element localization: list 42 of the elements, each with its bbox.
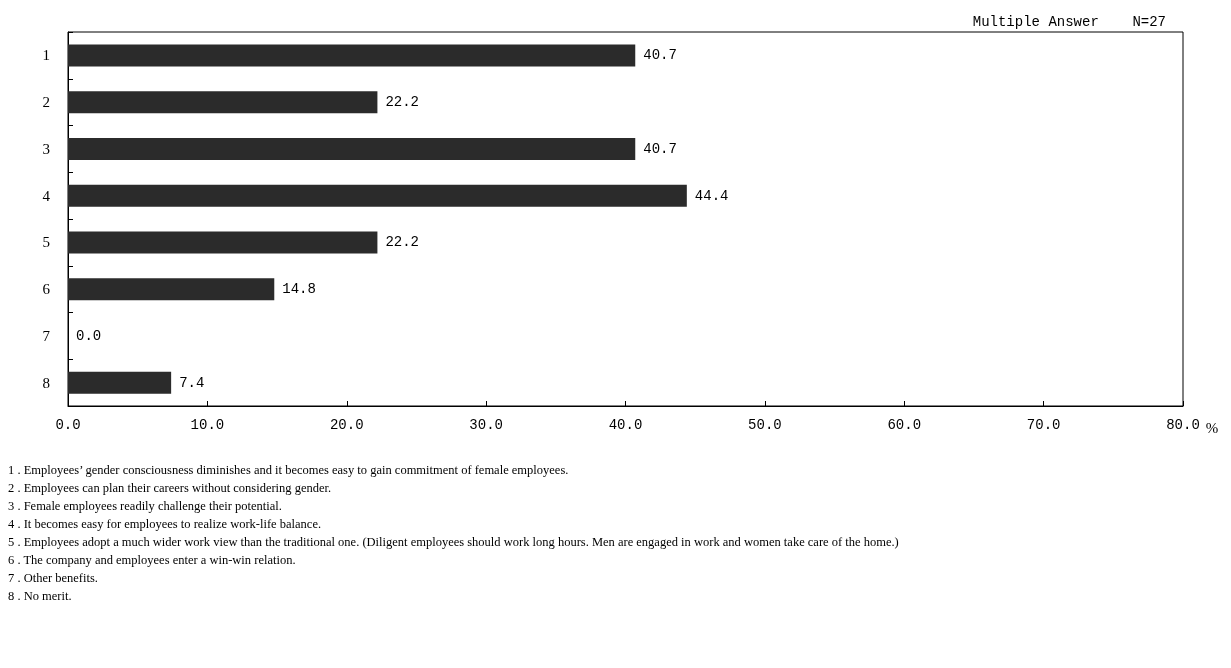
- x-tick-label: 20.0: [329, 417, 364, 433]
- y-tick-label: 8: [42, 374, 50, 391]
- x-tick-label: 30.0: [469, 417, 503, 433]
- bar: [68, 184, 687, 207]
- bar: [68, 44, 636, 67]
- text: 4 . It becomes easy for employees to realize work-life balance.: [8, 516, 322, 531]
- x-tick-label: 50.0: [748, 417, 782, 433]
- text: 7 . Other benefits.: [8, 570, 98, 585]
- y-tick-label: 3: [42, 140, 50, 157]
- bar: [68, 231, 378, 254]
- data-label: 0.0: [76, 327, 102, 344]
- bar: [68, 91, 378, 114]
- x-tick-label: 40.0: [608, 417, 643, 433]
- data-label: 40.7: [643, 47, 677, 64]
- text: 8 . No merit.: [8, 588, 72, 603]
- x-tick-label: 10.0: [190, 417, 225, 433]
- text: 1 . Employees’ gender consciousness diminishes and it becomes easy to gain commitment of female employees.: [8, 462, 569, 477]
- y-tick-label: 1: [42, 47, 50, 64]
- bar: [68, 137, 636, 160]
- data-label: 14.8: [282, 281, 316, 298]
- data-label: 44.4: [694, 187, 729, 204]
- text: 3 . Female employees readily challenge their potential.: [8, 498, 282, 513]
- x-tick-label: 60.0: [887, 417, 922, 433]
- x-tick-label: 0.0: [55, 417, 81, 433]
- data-label: 40.7: [643, 140, 677, 157]
- text: 2 . Employees can plan their careers without considering gender.: [8, 480, 332, 495]
- x-tick-label: 70.0: [1026, 417, 1061, 433]
- y-tick-label: 5: [42, 234, 50, 251]
- x-axis-title: %: [1205, 419, 1219, 436]
- bar: [68, 371, 172, 394]
- data-label: 22.2: [385, 94, 420, 111]
- text: 6 . The company and employees enter a win-win relation.: [8, 552, 296, 567]
- y-tick-label: 7: [42, 327, 51, 344]
- data-label: 22.2: [385, 234, 420, 251]
- bar: [68, 278, 275, 301]
- y-tick-label: 2: [42, 94, 50, 111]
- text: 5 . Employees adopt a much wider work view than the traditional one. (Diligent employees should work long hours. Men are engaged in work and women take care of the home.): [8, 534, 899, 549]
- x-tick-label: 80.0: [1166, 417, 1200, 433]
- chart-subtitle: Multiple Answer N=27: [972, 14, 1166, 30]
- data-label: 7.4: [179, 374, 205, 391]
- y-tick-label: 6: [42, 281, 51, 298]
- y-tick-label: 4: [42, 187, 51, 204]
